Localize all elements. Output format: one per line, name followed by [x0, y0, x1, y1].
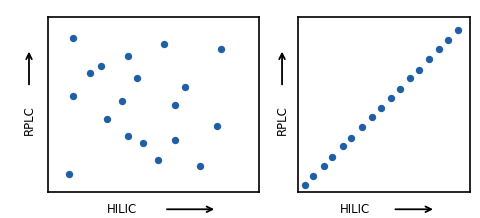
Text: HILIC: HILIC — [107, 203, 137, 216]
Point — [133, 77, 141, 80]
Point — [124, 134, 132, 138]
Point — [171, 138, 179, 141]
Point — [103, 117, 111, 120]
Point — [435, 47, 443, 51]
Text: RPLC: RPLC — [276, 105, 288, 135]
Point — [309, 174, 317, 178]
Point — [328, 155, 336, 159]
Point — [444, 38, 452, 42]
Point — [139, 141, 147, 145]
Point — [300, 183, 308, 187]
Text: HILIC: HILIC — [340, 203, 370, 216]
Point — [387, 96, 395, 99]
Point — [70, 94, 77, 98]
Point — [406, 77, 414, 80]
Point — [171, 103, 179, 106]
Point — [358, 126, 365, 129]
Point — [320, 164, 327, 167]
Point — [213, 124, 221, 127]
Point — [377, 106, 384, 110]
Point — [415, 68, 422, 72]
Point — [124, 54, 132, 58]
Point — [455, 28, 462, 31]
Point — [368, 115, 376, 119]
Point — [425, 58, 433, 61]
Point — [86, 72, 94, 75]
Point — [118, 99, 126, 103]
Point — [154, 159, 162, 162]
Point — [160, 42, 168, 45]
Point — [396, 87, 403, 91]
Point — [97, 65, 105, 68]
Text: RPLC: RPLC — [23, 105, 36, 135]
Point — [181, 85, 189, 89]
Point — [70, 37, 77, 40]
Point — [65, 173, 73, 176]
Point — [196, 164, 204, 167]
Point — [339, 145, 347, 148]
Point — [217, 47, 225, 51]
Point — [348, 136, 355, 140]
